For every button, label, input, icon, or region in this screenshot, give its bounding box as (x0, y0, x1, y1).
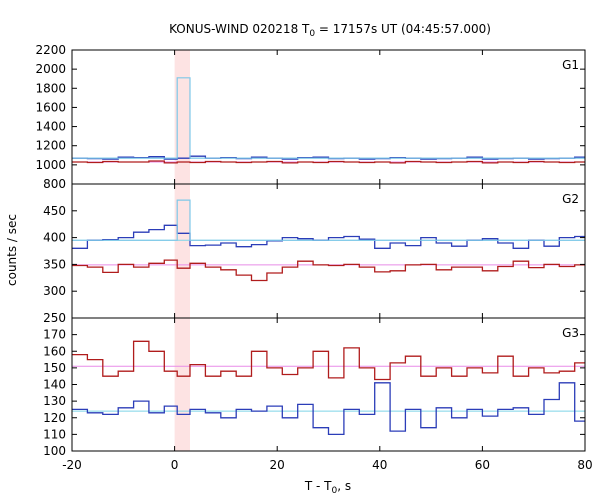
g2-blue-series (72, 224, 585, 249)
x-tick-label: 60 (475, 458, 490, 472)
g3-y-tick-label: 160 (43, 344, 66, 358)
g1-y-tick-label: 1000 (35, 158, 66, 172)
g2-y-tick-label: 350 (43, 257, 66, 271)
g2-panel-frame (71, 183, 586, 319)
g3-y-tick-label: 150 (43, 361, 66, 375)
g2-panel-label: G2 (562, 192, 579, 206)
x-axis-label-subscript: 0 (332, 486, 338, 496)
g3-blue-series (72, 382, 585, 436)
g1-y-tick-label: 1800 (35, 81, 66, 95)
x-tick-label: 0 (171, 458, 179, 472)
chart-title: KONUS-WIND 020218 T0 = 17157s UT (04:45:… (169, 22, 491, 39)
highlight-band-layer (174, 50, 190, 451)
x-axis-label: T - T0, s (304, 479, 351, 496)
g3-y-tick-label: 140 (43, 378, 66, 392)
y-axis-label: counts / sec (5, 214, 19, 286)
g2-y-tick-label: 250 (43, 311, 66, 325)
g3-y-tick-label: 170 (43, 328, 66, 342)
g2-y-tick-label: 300 (43, 284, 66, 298)
x-axis-label-main: T - T (304, 479, 332, 493)
g1-y-tick-label: 1200 (35, 139, 66, 153)
g3-panel-label: G3 (562, 326, 579, 340)
chart-title-main: KONUS-WIND 020218 T (169, 22, 310, 36)
g2-y-tick-label: 450 (43, 204, 66, 218)
g3-y-tick-label: 130 (43, 394, 66, 408)
g2-red-series (72, 259, 585, 282)
g2-y-tick-label: 400 (43, 231, 66, 245)
g3-y-tick-label: 120 (43, 411, 66, 425)
chart-title-subscript: 0 (309, 29, 315, 39)
g2-peak-series (72, 199, 585, 241)
g1-y-tick-label: 800 (43, 177, 66, 191)
g1-y-tick-label: 2000 (35, 62, 66, 76)
x-axis-label-tail: , s (337, 479, 351, 493)
chart-title-tail: = 17157s UT (04:45:57.000) (315, 22, 491, 36)
g3-y-tick-label: 110 (43, 427, 66, 441)
x-tick-label: 40 (372, 458, 387, 472)
series-layer (72, 77, 585, 436)
g1-panel-label: G1 (562, 58, 579, 72)
g3-y-tick-label: 100 (43, 444, 66, 458)
g1-y-tick-label: 1600 (35, 100, 66, 114)
highlight-band (174, 50, 190, 451)
g1-red-series (72, 160, 585, 164)
g1-peak-series (72, 77, 585, 159)
x-tick-label: -20 (62, 458, 82, 472)
x-tick-label: 80 (577, 458, 592, 472)
g1-y-tick-label: 2200 (35, 43, 66, 57)
g1-y-tick-label: 1400 (35, 120, 66, 134)
x-tick-label: 20 (270, 458, 285, 472)
panel-frames-layer (71, 49, 586, 452)
ticks-layer (71, 49, 586, 452)
g1-panel-frame (71, 49, 586, 185)
labels-layer: 8001000120014001600180020002200G12503003… (35, 43, 592, 472)
g3-red-series (72, 340, 585, 381)
